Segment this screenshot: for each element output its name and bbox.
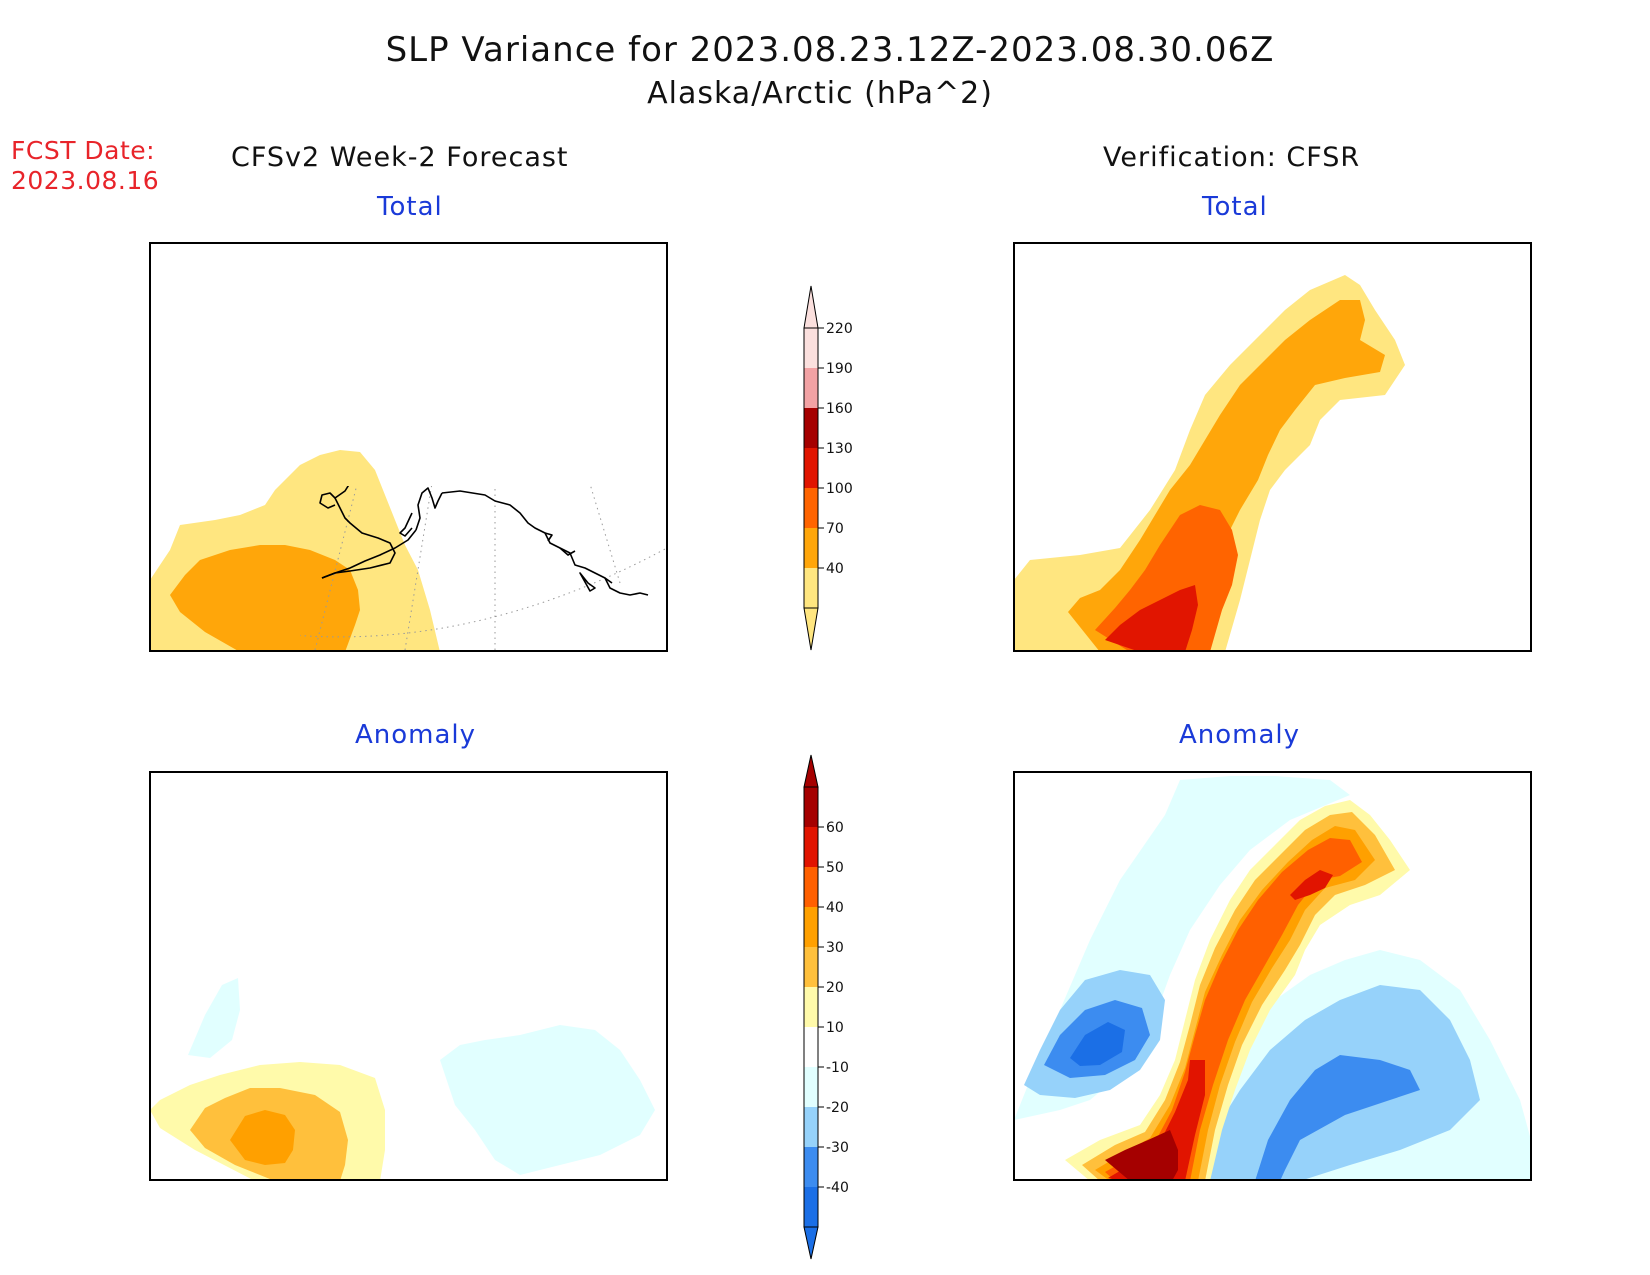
colorbar-label: 20 xyxy=(826,980,844,996)
colorbar-label: 100 xyxy=(826,481,853,497)
contour-region xyxy=(1290,870,1333,900)
chart-subtitle: Alaska/Arctic (hPa^2) xyxy=(647,76,993,111)
forecast-date-value: 2023.08.16 xyxy=(11,166,160,195)
colorbar-swatch xyxy=(804,448,818,488)
map-frame xyxy=(149,242,668,652)
contour-region xyxy=(1070,1022,1125,1066)
colorbar-swatch xyxy=(804,408,818,448)
colorbar-label: 60 xyxy=(826,820,844,836)
colorbar-swatch xyxy=(804,987,818,1027)
colorbar-swatch xyxy=(804,568,818,608)
colorbar-arrow-bottom xyxy=(803,607,819,651)
forecast-column-heading: CFSv2 Week-2 Forecast xyxy=(231,142,569,173)
panel-label-forecast-anomaly: Anomaly xyxy=(355,720,477,750)
contour-region xyxy=(440,1025,655,1175)
contour-region xyxy=(230,1110,295,1165)
colorbar-label: 220 xyxy=(826,321,853,337)
colorbar-swatch xyxy=(804,1147,818,1187)
panel-label-verification-total: Total xyxy=(1202,192,1268,222)
map-verification-anomaly xyxy=(1013,771,1532,1181)
colorbar-outline xyxy=(803,786,819,1228)
panel-label-verification-anomaly: Anomaly xyxy=(1179,720,1301,750)
colorbar-label: 130 xyxy=(826,441,853,457)
colorbar-label: 40 xyxy=(826,900,844,916)
colorbar-label: 10 xyxy=(826,1020,844,1036)
colorbar-label: 40 xyxy=(826,561,844,577)
colorbar-label: 50 xyxy=(826,860,844,876)
contour-region xyxy=(1095,505,1238,651)
chart-title: SLP Variance for 2023.08.23.12Z-2023.08.… xyxy=(385,30,1275,70)
contour-region xyxy=(1108,1060,1205,1180)
map-frame xyxy=(1013,242,1532,652)
colorbar-swatch xyxy=(804,1027,818,1067)
colorbar-arrow-bottom xyxy=(803,1226,819,1260)
map-forecast-anomaly xyxy=(149,771,668,1181)
forecast-date-label: FCST Date: xyxy=(11,136,156,165)
colorbar-label: -20 xyxy=(826,1100,849,1116)
map-frame xyxy=(149,771,668,1181)
colorbar-label: -30 xyxy=(826,1140,849,1156)
total-colorbar: 40 70 100 130 160 190 220 xyxy=(803,285,853,651)
colorbar-swatch xyxy=(804,488,818,528)
colorbar-label: 30 xyxy=(826,940,844,956)
colorbar-swatch xyxy=(804,1067,818,1107)
colorbar-swatch xyxy=(804,827,818,867)
colorbar-label: 190 xyxy=(826,361,853,377)
colorbar-label: -10 xyxy=(826,1060,849,1076)
colorbar-outline xyxy=(803,327,819,609)
contour-region xyxy=(170,545,360,651)
colorbar-label: -40 xyxy=(826,1180,849,1196)
colorbar-arrow-top xyxy=(803,285,819,329)
colorbar-swatch xyxy=(804,1107,818,1147)
panel-label-forecast-total: Total xyxy=(377,192,443,222)
colorbar-swatch xyxy=(804,528,818,568)
colorbar-label: 160 xyxy=(826,401,853,417)
contour-region xyxy=(1105,585,1198,651)
contour-region xyxy=(1255,1055,1420,1180)
colorbar-swatch xyxy=(804,947,818,987)
contour-region xyxy=(1105,838,1362,1180)
map-frame xyxy=(1013,771,1532,1181)
colorbar-swatch xyxy=(804,787,818,827)
colorbar-swatch xyxy=(804,867,818,907)
anomaly-colorbar: -40 -30 -20 -10 10 20 30 40 50 60 xyxy=(803,754,849,1260)
colorbar-swatch xyxy=(804,368,818,408)
colorbar-swatch xyxy=(804,328,818,368)
contour-region xyxy=(188,978,240,1058)
map-forecast-total xyxy=(149,242,668,652)
contour-region xyxy=(1105,1130,1178,1180)
contour-region xyxy=(1068,300,1385,651)
map-verification-total xyxy=(1013,242,1532,652)
colorbar-swatch xyxy=(804,1187,818,1227)
colorbar-arrow-top xyxy=(803,754,819,788)
colorbar-label: 70 xyxy=(826,521,844,537)
verification-column-heading: Verification: CFSR xyxy=(1103,142,1361,173)
colorbar-swatch xyxy=(804,907,818,947)
